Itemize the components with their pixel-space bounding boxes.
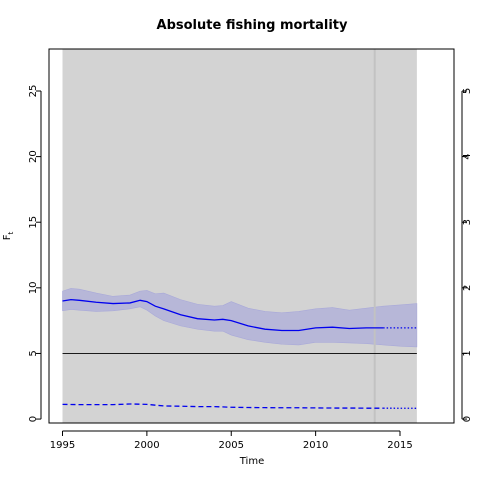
y-tick-label: 15 <box>28 216 39 229</box>
x-tick-label: 2010 <box>303 440 328 451</box>
right-tick-label: 0 <box>462 416 473 422</box>
y-axis-label: Ft <box>2 231 15 240</box>
x-axis-label: Time <box>239 456 264 467</box>
y-tick-label: 0 <box>28 416 39 422</box>
right-tick-label: 1 <box>462 350 473 356</box>
y-axis-label-subscript: t <box>7 231 15 234</box>
axes-layer: 1995 2000 2005 2010 2015 0 5 10 15 20 25 0 1 2 3 4 5 <box>28 85 473 451</box>
right-tick-label: 4 <box>462 153 473 159</box>
right-tick-label: 3 <box>462 219 473 225</box>
y-axis-label-main: F <box>2 234 13 240</box>
right-tick-label: 2 <box>462 285 473 291</box>
chart-title: Absolute fishing mortality <box>157 18 348 33</box>
series-line-dashed-3 <box>62 403 384 409</box>
series-line-solid-0 <box>62 298 384 332</box>
shaded-region <box>62 49 417 423</box>
y-tick-label: 25 <box>28 85 39 98</box>
right-tick-label: 5 <box>462 88 473 94</box>
x-tick-label: 2015 <box>387 440 412 451</box>
x-tick-label: 2000 <box>134 440 159 451</box>
x-tick-label: 1995 <box>50 440 75 451</box>
confidence-band <box>62 288 418 348</box>
x-tick-label: 2005 <box>219 440 244 451</box>
y-tick-label: 5 <box>28 350 39 356</box>
plot-layer <box>62 49 418 423</box>
y-tick-label: 10 <box>28 281 39 294</box>
y-tick-label: 20 <box>28 150 39 163</box>
plot-frame <box>48 48 455 424</box>
